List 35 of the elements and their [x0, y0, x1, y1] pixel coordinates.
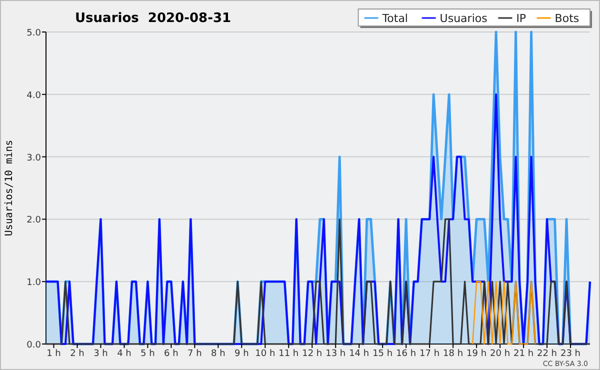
- x-tick-label: 19 h: [466, 349, 487, 359]
- x-tick-label: 6 h: [164, 349, 178, 359]
- x-tick-label: 17 h: [420, 349, 440, 359]
- x-tick-label: 21 h: [514, 349, 534, 359]
- chart-title: Usuarios 2020-08-31: [75, 11, 232, 26]
- y-tick-label: 1.0: [26, 278, 42, 288]
- y-tick-label: 4.0: [26, 90, 42, 101]
- x-tick-label: 2 h: [70, 349, 84, 359]
- y-tick-label: 0.0: [26, 340, 42, 350]
- legend-label: IP: [516, 12, 526, 25]
- y-axis-title: Usuarios/10 mins: [4, 140, 15, 236]
- x-tick-label: 12 h: [302, 349, 322, 359]
- x-tick-label: 14 h: [349, 349, 370, 359]
- x-tick-label: 4 h: [117, 349, 132, 359]
- legend-label: Usuarios: [440, 12, 488, 25]
- x-tick-label: 11 h: [278, 349, 299, 359]
- x-tick-label: 1 h: [46, 349, 61, 359]
- x-tick-label: 8 h: [211, 349, 226, 359]
- x-tick-label: 13 h: [326, 349, 346, 359]
- x-tick-label: 5 h: [140, 349, 155, 359]
- x-tick-label: 16 h: [396, 349, 416, 359]
- y-tick-label: 3.0: [26, 153, 42, 164]
- x-tick-label: 22 h: [537, 349, 558, 359]
- x-tick-label: 10 h: [255, 349, 276, 359]
- y-tick-label: 5.0: [26, 28, 42, 38]
- y-tick-label: 2.0: [26, 216, 42, 226]
- legend-label: Bots: [554, 12, 580, 25]
- x-tick-label: 18 h: [443, 349, 464, 359]
- legend-label: Total: [381, 12, 408, 25]
- x-tick-label: 15 h: [372, 349, 393, 359]
- x-tick-label: 9 h: [234, 349, 249, 359]
- x-tick-label: 3 h: [94, 349, 108, 359]
- x-tick-label: 23 h: [560, 349, 581, 359]
- x-tick-label: 20 h: [490, 349, 510, 359]
- x-tick-label: 7 h: [188, 349, 202, 359]
